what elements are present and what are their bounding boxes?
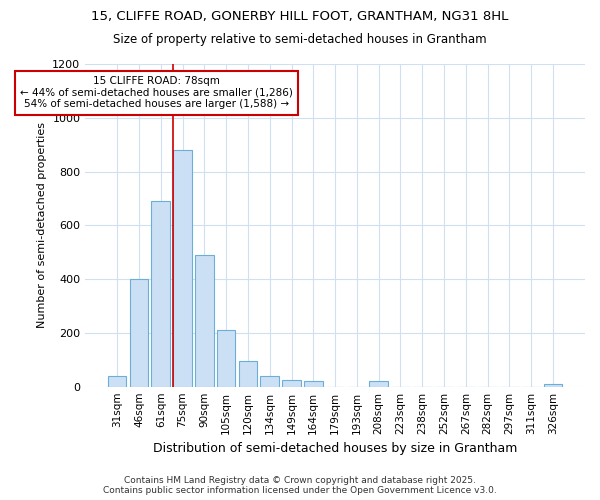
- Bar: [370, 382, 388, 386]
- Bar: [239, 361, 257, 386]
- Text: Contains HM Land Registry data © Crown copyright and database right 2025.
Contai: Contains HM Land Registry data © Crown c…: [103, 476, 497, 495]
- Bar: [282, 380, 301, 386]
- Text: 15, CLIFFE ROAD, GONERBY HILL FOOT, GRANTHAM, NG31 8HL: 15, CLIFFE ROAD, GONERBY HILL FOOT, GRAN…: [91, 10, 509, 23]
- Text: Size of property relative to semi-detached houses in Grantham: Size of property relative to semi-detach…: [113, 32, 487, 46]
- X-axis label: Distribution of semi-detached houses by size in Grantham: Distribution of semi-detached houses by …: [153, 442, 517, 455]
- Bar: [217, 330, 235, 386]
- Y-axis label: Number of semi-detached properties: Number of semi-detached properties: [37, 122, 47, 328]
- Bar: [151, 201, 170, 386]
- Bar: [544, 384, 562, 386]
- Bar: [108, 376, 127, 386]
- Bar: [260, 376, 279, 386]
- Bar: [195, 255, 214, 386]
- Text: 15 CLIFFE ROAD: 78sqm
← 44% of semi-detached houses are smaller (1,286)
54% of s: 15 CLIFFE ROAD: 78sqm ← 44% of semi-deta…: [20, 76, 293, 110]
- Bar: [304, 382, 323, 386]
- Bar: [173, 150, 192, 386]
- Bar: [130, 279, 148, 386]
